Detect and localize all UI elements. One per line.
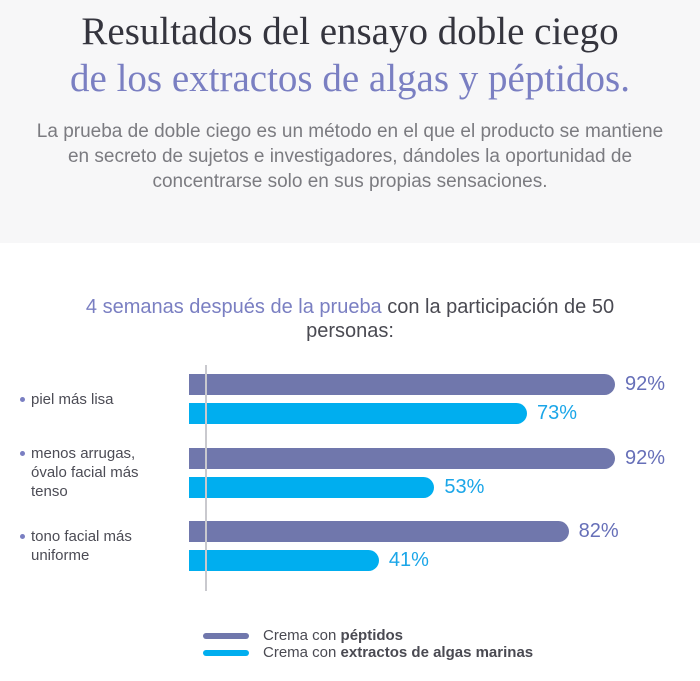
bullet-icon	[20, 451, 25, 456]
bar-value-label: 82%	[578, 520, 619, 542]
bar-value-label: 92%	[624, 446, 665, 469]
page-title: Resultados del ensayo doble ciego de los…	[0, 8, 700, 102]
bar-line: 53%	[189, 475, 652, 498]
legend-item-algae: Crema con extractos de algas marinas	[203, 644, 700, 661]
bar-line: 82%	[189, 521, 652, 542]
chart-rows: piel más lisa 92% 73% menos arrugas, óvalo …	[0, 374, 700, 571]
category-label-text: piel más lisa	[31, 390, 114, 408]
page-title-line1: Resultados del ensayo doble ciego	[81, 10, 619, 53]
bar-chart: piel más lisa 92% 73% menos arrugas, óvalo …	[0, 365, 700, 591]
bar	[189, 550, 379, 571]
bar	[189, 447, 615, 469]
bar	[189, 403, 527, 424]
bar-group: 82% 41%	[187, 521, 652, 571]
legend-swatch-peptides-icon	[203, 632, 249, 639]
header-section: Resultados del ensayo doble ciego de los…	[0, 0, 700, 243]
legend-swatch-algae-icon	[203, 649, 249, 656]
page-title-line2: de los extractos de algas y péptidos.	[70, 57, 630, 100]
chart-subtitle-highlight: 4 semanas después de la prueba	[85, 296, 382, 318]
category-label-text: menos arrugas, óvalo facial más tenso	[31, 445, 139, 500]
category-label: menos arrugas, óvalo facial más tenso	[0, 444, 187, 501]
chart-subtitle: 4 semanas después de la prueba con la pa…	[56, 295, 644, 343]
legend-label-peptides: Crema con péptidos	[263, 627, 404, 644]
bar	[189, 374, 615, 395]
chart-legend: Crema con péptidos Crema con extractos d…	[203, 627, 700, 661]
category-label: tono facial más uniforme	[0, 527, 187, 565]
bar	[189, 521, 569, 542]
bar-line: 41%	[189, 550, 652, 571]
bar-line: 73%	[189, 403, 652, 424]
chart-row: tono facial más uniforme 82% 41%	[0, 521, 700, 571]
bar-value-label: 53%	[444, 475, 485, 498]
chart-axis-line	[205, 365, 207, 591]
intro-paragraph: La prueba de doble ciego es un método en…	[36, 121, 664, 192]
legend-label-algae: Crema con extractos de algas marinas	[263, 644, 534, 661]
bar-value-label: 41%	[388, 549, 429, 571]
bar-group: 92% 73%	[187, 374, 665, 424]
chart-row: piel más lisa 92% 73%	[0, 374, 700, 424]
bar-value-label: 92%	[624, 373, 665, 395]
bar-line: 92%	[189, 447, 665, 469]
bar-value-label: 73%	[536, 402, 578, 424]
bar	[189, 476, 435, 498]
category-label-text: tono facial más uniforme	[31, 528, 132, 564]
chart-row: menos arrugas, óvalo facial más tenso 92%…	[0, 444, 700, 501]
chart-subtitle-rest: con la participación de 50 personas:	[306, 296, 615, 342]
bullet-icon	[20, 396, 25, 402]
bar-line: 92%	[189, 374, 665, 395]
category-label: piel más lisa	[0, 390, 187, 409]
legend-item-peptides: Crema con péptidos	[203, 627, 700, 644]
bar-group: 92% 53%	[187, 447, 665, 498]
bullet-icon	[20, 534, 25, 539]
